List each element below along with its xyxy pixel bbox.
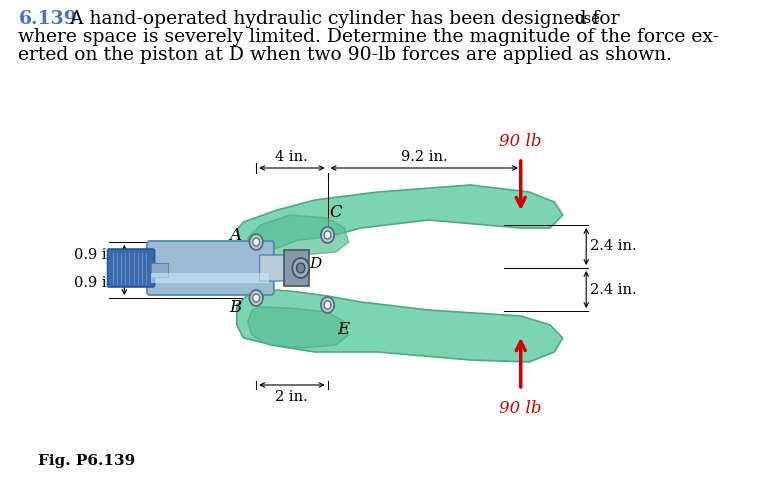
Text: 9.2 in.: 9.2 in.	[401, 150, 448, 164]
Bar	[151, 263, 168, 277]
Text: D: D	[309, 257, 321, 271]
Polygon shape	[248, 215, 349, 255]
FancyBboxPatch shape	[147, 241, 274, 295]
Polygon shape	[237, 290, 563, 362]
Polygon shape	[237, 185, 563, 248]
Circle shape	[324, 301, 331, 309]
FancyBboxPatch shape	[260, 255, 302, 281]
Text: 2.4 in.: 2.4 in.	[590, 240, 636, 254]
Circle shape	[250, 290, 263, 306]
FancyBboxPatch shape	[284, 250, 309, 286]
Text: use: use	[574, 12, 601, 26]
Text: E: E	[338, 321, 349, 338]
Text: C: C	[329, 204, 342, 221]
Text: 2 in.: 2 in.	[276, 390, 308, 404]
Text: 2.4 in.: 2.4 in.	[590, 282, 636, 297]
Circle shape	[253, 238, 260, 246]
Text: A hand-operated hydraulic cylinder has been designed for: A hand-operated hydraulic cylinder has b…	[58, 10, 625, 28]
Text: 6.139: 6.139	[18, 10, 78, 28]
Text: A: A	[229, 227, 241, 244]
Circle shape	[250, 234, 263, 250]
Circle shape	[321, 227, 334, 243]
Text: 90 lb: 90 lb	[499, 133, 542, 150]
Polygon shape	[248, 307, 349, 348]
Text: 0.9 in.: 0.9 in.	[74, 276, 121, 290]
Text: Fig. P6.139: Fig. P6.139	[38, 454, 135, 468]
Text: B: B	[229, 300, 241, 317]
Text: 4 in.: 4 in.	[276, 150, 308, 164]
Circle shape	[296, 263, 305, 273]
FancyBboxPatch shape	[108, 249, 154, 287]
Circle shape	[253, 294, 260, 302]
Circle shape	[321, 297, 334, 313]
Text: 0.9 in.: 0.9 in.	[74, 248, 121, 262]
Circle shape	[293, 258, 309, 278]
Text: erted on the piston at ​D when two 90-lb forces are applied as shown.: erted on the piston at ​D when two 90-lb…	[18, 46, 673, 64]
Bar	[151, 273, 269, 283]
Circle shape	[324, 231, 331, 239]
Text: 90 lb: 90 lb	[499, 400, 542, 417]
Text: where space is severely limited. Determine the magnitude of the force ex-: where space is severely limited. Determi…	[18, 28, 720, 46]
